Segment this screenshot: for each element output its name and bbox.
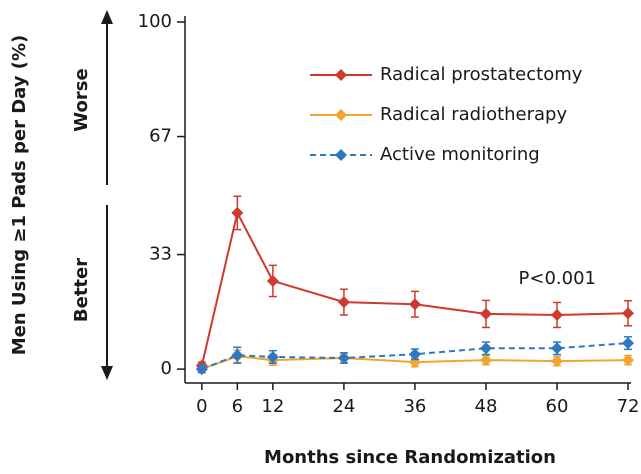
y-tick-label: 33 — [149, 244, 172, 265]
y-tick-label: 0 — [161, 358, 172, 379]
legend-label: Active monitoring — [380, 144, 540, 165]
x-tick-label: 72 — [617, 396, 640, 417]
data-point — [337, 296, 350, 309]
better-arrowhead — [101, 366, 113, 380]
y-axis-label: Men Using ≥1 Pads per Day (%) — [9, 35, 30, 356]
legend-marker — [335, 69, 347, 81]
data-point — [551, 308, 564, 321]
p-value: P<0.001 — [519, 268, 596, 289]
x-tick-label: 12 — [261, 396, 284, 417]
series-line — [200, 210, 629, 366]
x-tick-label: 24 — [332, 396, 355, 417]
data-point — [622, 307, 635, 320]
data-point — [479, 354, 492, 367]
data-point — [479, 342, 492, 355]
data-point — [479, 307, 492, 320]
legend-label: Radical prostatectomy — [380, 64, 583, 85]
worse-label: Worse — [71, 68, 92, 131]
x-tick-label: 0 — [196, 396, 207, 417]
data-point — [266, 274, 279, 287]
series-line — [201, 342, 629, 371]
series-line — [201, 355, 629, 371]
data-point — [231, 349, 244, 362]
legend-label: Radical radiotherapy — [380, 104, 567, 125]
data-point — [337, 352, 350, 365]
x-tick-label: 60 — [546, 396, 569, 417]
y-tick-label: 100 — [138, 11, 172, 32]
x-tick-label: 48 — [475, 396, 498, 417]
y-tick-label: 67 — [149, 126, 172, 147]
data-point — [408, 348, 421, 361]
x-axis-label: Months since Randomization — [264, 447, 556, 468]
legend-marker — [335, 149, 347, 161]
data-point — [231, 206, 244, 219]
data-point — [551, 355, 564, 368]
x-tick-label: 36 — [403, 396, 426, 417]
legend-marker — [335, 109, 347, 121]
better-label: Better — [71, 258, 92, 322]
data-point — [622, 354, 635, 367]
data-point — [195, 363, 208, 376]
data-point — [622, 337, 635, 350]
data-point — [266, 350, 279, 363]
data-point — [408, 298, 421, 311]
worse-arrowhead — [101, 10, 113, 24]
x-tick-label: 6 — [232, 396, 243, 417]
data-point — [551, 342, 564, 355]
